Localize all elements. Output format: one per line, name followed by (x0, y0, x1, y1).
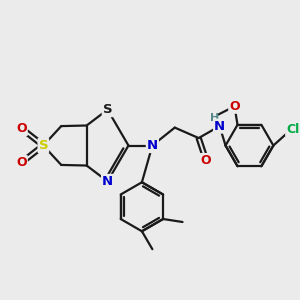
Text: S: S (103, 103, 112, 116)
Text: H: H (211, 113, 220, 123)
Text: S: S (38, 139, 48, 152)
Text: N: N (214, 120, 225, 133)
Text: N: N (102, 175, 113, 188)
Text: O: O (16, 122, 27, 135)
Text: O: O (16, 156, 27, 169)
Text: N: N (147, 139, 158, 152)
Text: Cl: Cl (286, 123, 299, 136)
Text: O: O (201, 154, 212, 167)
Text: O: O (229, 100, 240, 113)
